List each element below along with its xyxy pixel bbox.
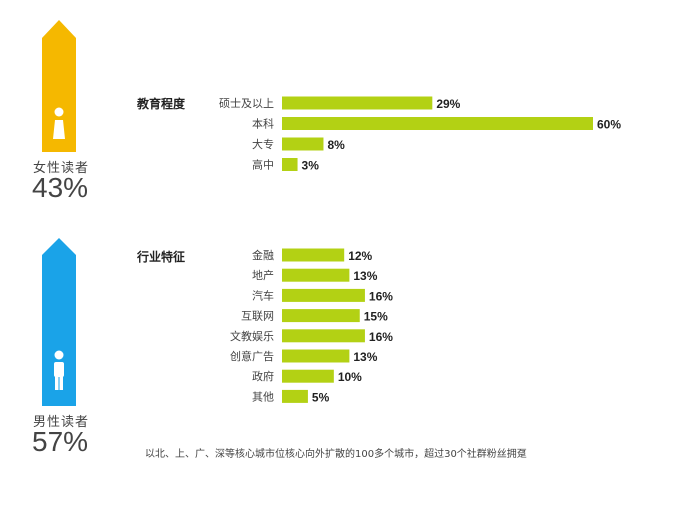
- industry-value-label: 15%: [364, 310, 388, 324]
- female-percent: 43%: [32, 172, 89, 203]
- education-bar: [282, 158, 298, 171]
- education-value-label: 29%: [436, 97, 460, 111]
- female-person-icon: [53, 107, 65, 139]
- industry-category-label: 汽车: [252, 288, 274, 302]
- industry-bar: [282, 288, 365, 302]
- industry-value-label: 16%: [369, 289, 393, 303]
- education-value-label: 8%: [327, 138, 345, 152]
- male-person-icon: [54, 350, 64, 390]
- education-category-label: 本科: [252, 117, 274, 131]
- education-value-label: 3%: [302, 159, 320, 173]
- industry-bar: [282, 268, 350, 282]
- industry-bar: [282, 329, 365, 343]
- industry-value-label: 13%: [353, 350, 377, 364]
- education-category-label: 硕士及以上: [219, 97, 274, 110]
- industry-bar: [282, 349, 350, 363]
- education-chart-title: 教育程度: [137, 97, 186, 111]
- industry-category-label: 文教娱乐: [230, 329, 274, 343]
- industry-category-label: 其他: [252, 390, 274, 403]
- industry-bar: [282, 309, 360, 323]
- female-label: 女性读者: [33, 161, 90, 176]
- industry-category-label: 政府: [252, 369, 274, 383]
- education-category-label: 高中: [252, 158, 274, 172]
- male-percent: 57%: [32, 426, 89, 457]
- industry-chart-title: 行业特征: [137, 250, 186, 264]
- male-label: 男性读者: [33, 415, 90, 430]
- education-bar: [282, 117, 593, 130]
- education-bar: [282, 137, 324, 151]
- industry-value-label: 10%: [338, 370, 362, 384]
- bars-layer: 硕士及以上 29% 本科 60% 大专 8% 高中 3% 金融 12% 地产 13% 汽车 16% 互联网 1…: [219, 96, 621, 404]
- industry-category-label: 互联网: [241, 310, 274, 323]
- industry-category-label: 地产: [252, 268, 274, 282]
- industry-category-label: 金融: [252, 248, 274, 262]
- footnote: 以北、上、广、深等核心城市位核心向外扩散的100多个城市，超过30个社群粉丝拥趸: [145, 449, 527, 460]
- industry-value-label: 16%: [369, 330, 393, 344]
- education-bar: [282, 96, 433, 110]
- industry-bar: [282, 369, 334, 383]
- industry-bar: [282, 248, 345, 262]
- education-category-label: 大专: [252, 137, 274, 151]
- industry-value-label: 13%: [353, 269, 377, 283]
- industry-value-label: 5%: [312, 390, 330, 404]
- female-arrow-banner: [42, 20, 76, 152]
- industry-category-label: 创意广告: [230, 349, 274, 363]
- industry-value-label: 12%: [348, 249, 372, 263]
- education-value-label: 60%: [597, 118, 621, 132]
- industry-bar: [282, 389, 308, 403]
- male-arrow-banner: [42, 238, 76, 406]
